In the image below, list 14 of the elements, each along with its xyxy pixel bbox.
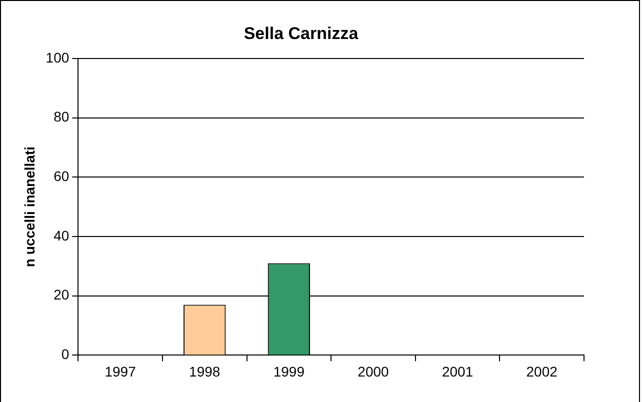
y-tick-label: 80 xyxy=(54,108,70,125)
x-tick-label: 1999 xyxy=(273,363,305,380)
y-tick-label: 100 xyxy=(46,49,70,66)
y-tick-label: 20 xyxy=(54,286,70,303)
x-tick-label: 1998 xyxy=(189,363,220,380)
x-tick-label: 1997 xyxy=(104,363,136,380)
x-tick-label: 2000 xyxy=(358,363,390,380)
x-tick-label: 2002 xyxy=(526,363,558,380)
y-tick-label: 60 xyxy=(54,168,70,184)
x-tick-label: 2001 xyxy=(442,363,474,380)
y-axis-title: n uccelli inanellati xyxy=(21,146,38,268)
y-tick-label: 0 xyxy=(61,346,70,362)
y-tick-label: 40 xyxy=(54,227,70,244)
chart-title: Sella Carnizza xyxy=(244,24,359,43)
